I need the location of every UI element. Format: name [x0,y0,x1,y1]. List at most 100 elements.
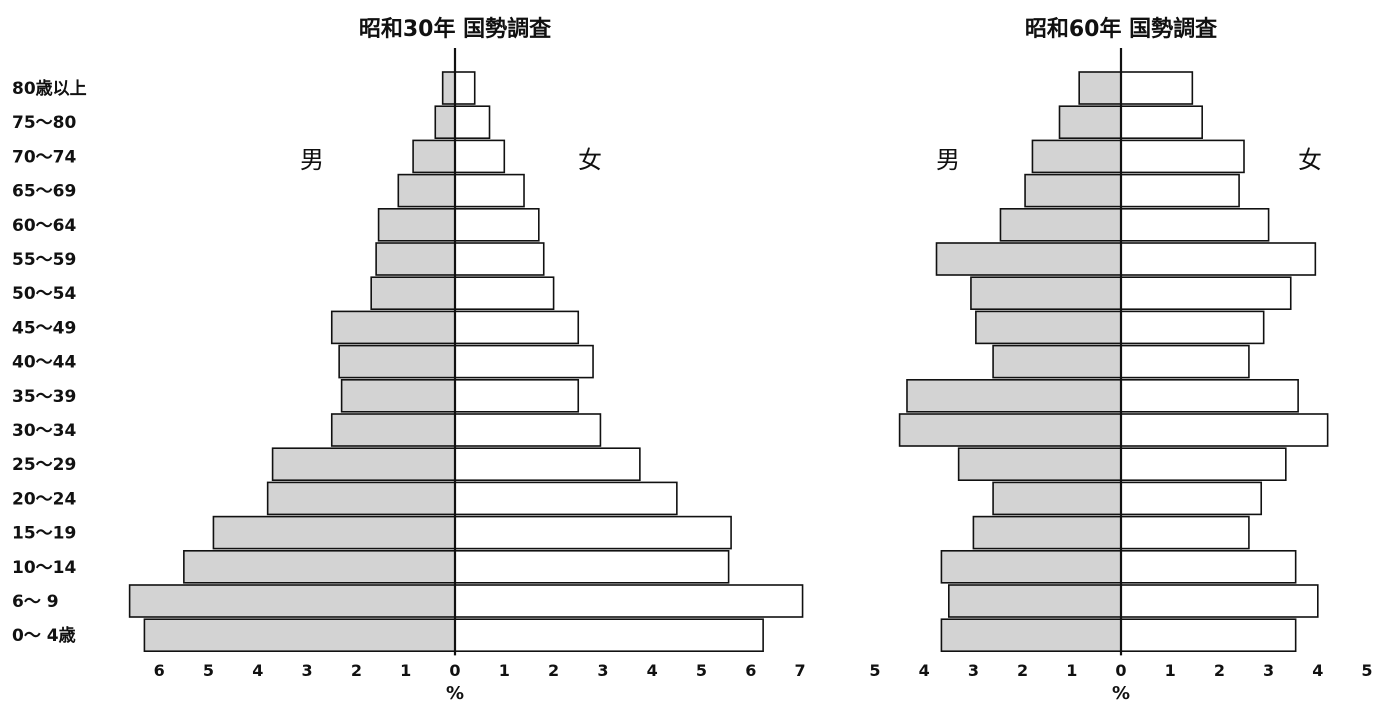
age-label: 65～69 [12,182,76,202]
bar-female [454,447,641,482]
bar-female [1120,481,1263,516]
x-tick-label: 6 [154,661,165,680]
x-tick-label: 2 [1214,661,1225,680]
bar-male [1058,105,1122,139]
bar-male [183,549,456,584]
bar-female [454,139,506,174]
series-label-female: 女 [578,146,602,174]
x-tick-label: 5 [696,661,707,680]
bar-female [1120,105,1203,139]
bar-male [377,208,456,242]
bar-male [338,344,456,379]
age-label: 30～34 [12,421,76,441]
bar-female [454,481,678,516]
x-tick-label: 3 [968,661,979,680]
bar-male [940,618,1122,653]
age-label: 55～59 [12,250,76,270]
age-label: 45～49 [12,318,76,338]
bar-male [340,378,456,413]
age-label: 20～24 [12,489,76,509]
bar-female [454,105,491,139]
x-tick-label: 0 [449,661,460,680]
x-tick-label: 2 [1017,661,1028,680]
bar-female [1120,344,1250,379]
bar-male [1024,173,1122,208]
age-label: 80歳以上 [12,78,87,99]
x-tick-label: 4 [252,661,263,680]
bar-male [143,618,456,653]
x-tick-label: 1 [400,661,411,680]
x-tick-label: 6 [745,661,756,680]
bar-female [1120,173,1240,208]
x-tick-label: 0 [1115,661,1126,680]
bar-female [1120,276,1292,311]
bar-male [397,173,456,208]
x-tick-label: 1 [1066,661,1077,680]
bar-female [454,344,594,379]
x-axis-unit: % [1112,683,1130,701]
chart-title: 昭和30年 国勢調査 [359,16,552,42]
bar-female [1120,139,1245,174]
bar-female [454,173,525,208]
bar-female [454,378,580,413]
x-tick-label: 4 [919,661,930,680]
bar-male [898,413,1122,447]
bar-female [1120,618,1297,653]
x-axis-unit: % [446,683,464,701]
bar-female [454,242,545,276]
bar-female [454,208,540,242]
bar-male [957,447,1122,482]
bar-male [970,276,1122,311]
bar-male [434,105,456,139]
x-tick-label: 7 [795,661,806,680]
bar-male [330,413,456,447]
x-tick-label: 2 [351,661,362,680]
x-tick-label: 4 [1312,661,1323,680]
series-label-female: 女 [1298,146,1322,174]
x-tick-label: 3 [597,661,608,680]
bar-female [1120,71,1194,105]
chart-title: 昭和60年 国勢調査 [1025,16,1218,42]
series-label-male: 男 [936,146,960,174]
bar-male [1031,139,1122,174]
age-label: 25～29 [12,455,76,475]
age-label: 70～74 [12,147,76,167]
age-label: 15～19 [12,524,76,544]
age-label: 75～80 [12,113,76,133]
bar-male [906,378,1122,413]
bar-male [441,71,456,105]
bar-female [454,515,732,550]
bar-male [212,515,456,550]
bar-male [370,276,456,311]
bar-female [454,618,764,653]
x-tick-label: 5 [869,661,880,680]
bar-female [1120,584,1319,618]
age-label: 40～44 [12,353,76,373]
series-label-male: 男 [300,146,324,174]
bar-male [992,481,1122,516]
age-label: 0～ 4歳 [12,625,76,646]
x-tick-label: 1 [499,661,510,680]
bar-male [266,481,456,516]
bar-female [1120,310,1265,345]
bar-female [1120,242,1317,276]
bar-female [1120,447,1287,482]
age-label: 35～39 [12,387,76,407]
bar-female [454,584,804,618]
bar-female [454,71,476,105]
bar-female [454,276,555,311]
bar-male [128,584,456,618]
bar-female [1120,413,1329,447]
age-label: 10～14 [12,558,76,578]
bar-male [940,549,1122,584]
bar-male [999,208,1122,242]
x-tick-label: 3 [1263,661,1274,680]
bar-male [975,310,1122,345]
x-tick-label: 2 [548,661,559,680]
bar-female [1120,208,1270,242]
bar-female [1120,378,1299,413]
bar-male [375,242,456,276]
bar-male [412,139,456,174]
